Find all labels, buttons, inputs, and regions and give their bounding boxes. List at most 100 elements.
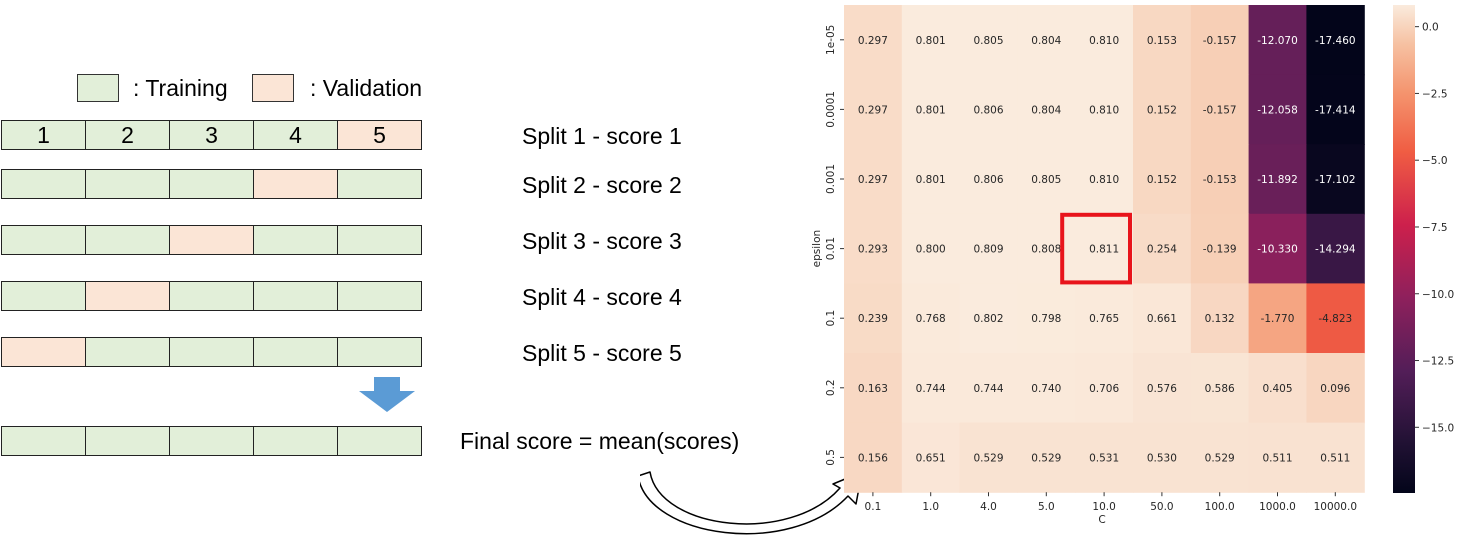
heatmap-cell bbox=[959, 74, 1018, 145]
heatmap-cell bbox=[1248, 283, 1307, 354]
heatmap-cell-value: 0.576 bbox=[1147, 383, 1177, 395]
split-score-label: Split 5 - score 5 bbox=[522, 340, 682, 366]
final-fold bbox=[253, 426, 338, 456]
heatmap-cell bbox=[844, 5, 903, 76]
heatmap-cell bbox=[1075, 74, 1134, 145]
split-row bbox=[1, 337, 422, 367]
heatmap-cell-value: 0.163 bbox=[858, 383, 888, 395]
training-fold bbox=[1, 169, 86, 199]
heatmap-cell bbox=[901, 283, 961, 354]
heatmap-cell-value: 0.661 bbox=[1147, 313, 1177, 325]
heatmap-cell-value: -1.770 bbox=[1261, 313, 1295, 325]
heatmap-cell bbox=[1190, 5, 1250, 76]
heatmap-cell-value: 0.800 bbox=[916, 244, 946, 256]
heatmap-cell-value: 0.740 bbox=[1031, 383, 1061, 395]
y-tick-label: 0.1 bbox=[825, 310, 837, 327]
heatmap-cell bbox=[1017, 5, 1076, 76]
validation-fold bbox=[169, 225, 254, 255]
heatmap-cell-value: 0.152 bbox=[1147, 104, 1177, 116]
heatmap-cell-value: 0.511 bbox=[1320, 452, 1350, 464]
y-axis-label: epsilon bbox=[811, 230, 823, 268]
heatmap-cell bbox=[1190, 213, 1250, 284]
heatmap-cell-value: 0.529 bbox=[973, 452, 1003, 464]
heatmap-cell bbox=[901, 144, 961, 215]
heatmap-cell bbox=[1248, 5, 1307, 76]
heatmap-cell bbox=[1075, 283, 1134, 354]
training-fold bbox=[85, 169, 170, 199]
heatmap-cell bbox=[1306, 213, 1365, 284]
heatmap-cell bbox=[844, 283, 903, 354]
heatmap-cell-value: 0.293 bbox=[858, 244, 888, 256]
x-tick-label: 4.0 bbox=[980, 501, 997, 513]
heatmap-cell bbox=[1133, 74, 1192, 145]
heatmap-cell bbox=[1133, 353, 1192, 424]
heatmap-cell bbox=[1017, 422, 1076, 493]
heatmap-cell bbox=[901, 353, 961, 424]
final-score-label: Final score = mean(scores) bbox=[460, 428, 740, 454]
training-fold bbox=[337, 169, 422, 199]
heatmap-cell bbox=[959, 144, 1018, 215]
heatmap-cell-value: 0.810 bbox=[1089, 35, 1119, 47]
split-row bbox=[1, 281, 422, 311]
heatmap-cell bbox=[901, 213, 961, 284]
heatmap-cell-value: 0.804 bbox=[1031, 35, 1061, 47]
colorbar-tick-label: 0.0 bbox=[1422, 22, 1439, 34]
x-axis-label: C bbox=[1098, 514, 1105, 526]
colorbar-tick-label: −2.5 bbox=[1422, 88, 1448, 100]
final-fold bbox=[337, 426, 422, 456]
heatmap-cell-value: -17.102 bbox=[1315, 174, 1356, 186]
colorbar bbox=[1393, 5, 1415, 493]
heatmap-cell bbox=[959, 353, 1018, 424]
heatmap-cell-value: -0.153 bbox=[1203, 174, 1237, 186]
heatmap-cell-value: -12.070 bbox=[1257, 35, 1298, 47]
heatmap-cell-value: 0.586 bbox=[1205, 383, 1235, 395]
heatmap-cell-value: 0.810 bbox=[1089, 174, 1119, 186]
heatmap-cell-value: 0.809 bbox=[973, 244, 1003, 256]
heatmap-cell bbox=[1248, 213, 1307, 284]
heatmap-cell-value: 0.804 bbox=[1031, 104, 1061, 116]
heatmap-cell-value: 0.530 bbox=[1147, 452, 1177, 464]
heatmap-cell-value: 0.802 bbox=[973, 313, 1003, 325]
heatmap-cell bbox=[1017, 144, 1076, 215]
training-fold bbox=[253, 225, 338, 255]
heatmap-cell-value: 0.651 bbox=[916, 452, 946, 464]
training-fold bbox=[85, 225, 170, 255]
training-fold bbox=[1, 225, 86, 255]
final-fold bbox=[1, 426, 86, 456]
heatmap-cell bbox=[1017, 283, 1076, 354]
y-tick-label: 0.0001 bbox=[825, 91, 837, 128]
validation-fold bbox=[1, 337, 86, 367]
heatmap-cell-value: 0.768 bbox=[916, 313, 946, 325]
heatmap-cell-value: 0.153 bbox=[1147, 35, 1177, 47]
heatmap-cell bbox=[844, 144, 903, 215]
validation-fold bbox=[253, 169, 338, 199]
training-fold bbox=[253, 337, 338, 367]
heatmap-cell bbox=[1306, 422, 1365, 493]
training-legend-label: : Training bbox=[133, 75, 228, 101]
training-fold bbox=[169, 281, 254, 311]
heatmap-cell bbox=[959, 283, 1018, 354]
heatmap-cell-value: 0.706 bbox=[1089, 383, 1119, 395]
heatmap-cell-value: 0.808 bbox=[1031, 244, 1061, 256]
heatmap-cell bbox=[1075, 353, 1134, 424]
heatmap-cell-value: 0.132 bbox=[1205, 313, 1235, 325]
heatmap-cell bbox=[901, 422, 961, 493]
heatmap-cell bbox=[1190, 144, 1250, 215]
heatmap-cell-value: 0.529 bbox=[1031, 452, 1061, 464]
x-tick-label: 100.0 bbox=[1205, 501, 1235, 513]
heatmap-cell-value: 0.801 bbox=[916, 104, 946, 116]
heatmap-cell bbox=[1306, 5, 1365, 76]
validation-fold bbox=[85, 281, 170, 311]
heatmap-cell-value: -17.460 bbox=[1315, 35, 1356, 47]
heatmap-cell-value: 0.805 bbox=[1031, 174, 1061, 186]
heatmap-cell-value: -0.157 bbox=[1203, 35, 1237, 47]
validation-legend-swatch bbox=[252, 74, 294, 102]
x-tick-label: 10.0 bbox=[1092, 501, 1115, 513]
y-tick-label: 1e-05 bbox=[825, 25, 837, 55]
heatmap-cell-value: 0.810 bbox=[1089, 104, 1119, 116]
training-fold bbox=[337, 337, 422, 367]
training-fold bbox=[169, 169, 254, 199]
heatmap-cell bbox=[959, 213, 1018, 284]
heatmap-cell bbox=[1017, 213, 1076, 284]
heatmap-cell bbox=[1248, 353, 1307, 424]
